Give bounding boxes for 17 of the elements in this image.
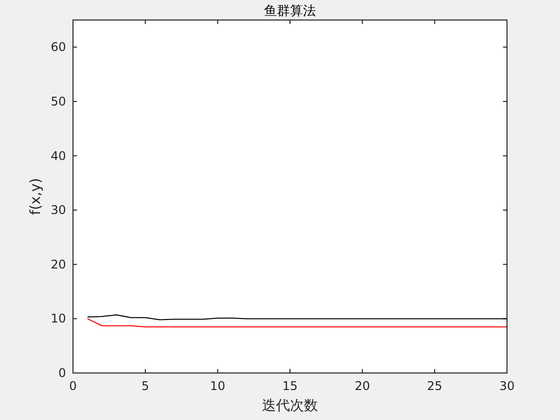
x-tick-label: 30 [499,379,515,393]
x-tick-label: 20 [354,379,370,393]
y-tick-label: 40 [50,148,66,163]
x-tick-label: 5 [142,379,150,393]
x-tick-label: 0 [69,379,77,393]
x-tick-label: 25 [427,379,442,393]
x-axis-title: 迭代次数 [262,398,318,414]
x-tick-label: 15 [282,379,298,393]
y-tick-label: 10 [50,312,66,326]
x-tick-label: 10 [210,379,226,393]
y-axis-title: f(x,y) [28,178,44,215]
y-tick-label: 20 [50,257,66,272]
y-tick-label: 30 [50,203,66,218]
y-tick-label: 0 [58,366,66,380]
chart-title: 鱼群算法 [264,4,316,19]
y-tick-label: 50 [50,94,66,108]
y-tick-label: 60 [50,40,66,54]
